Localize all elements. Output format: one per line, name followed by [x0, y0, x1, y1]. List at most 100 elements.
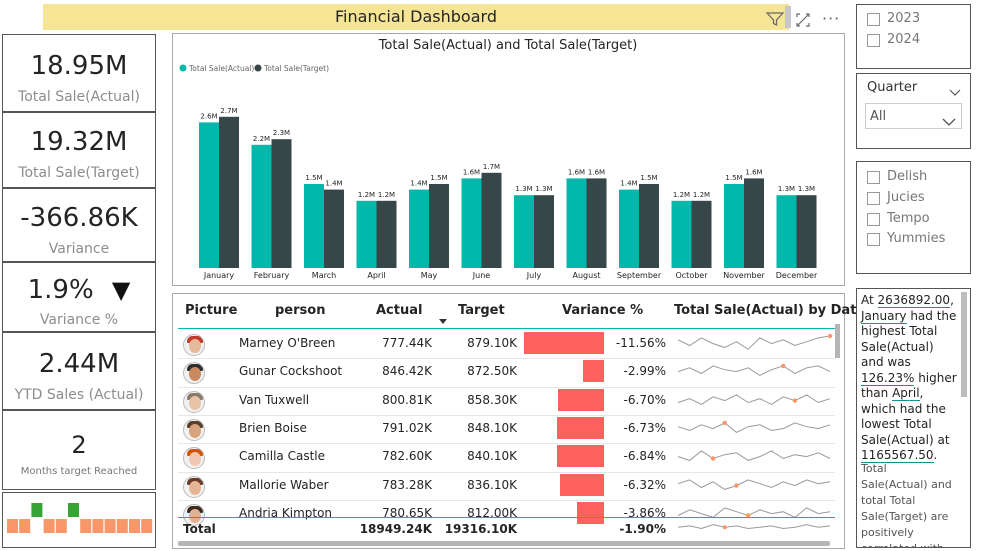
- avatar: [183, 418, 205, 441]
- bar[interactable]: [776, 195, 797, 268]
- bar[interactable]: [304, 184, 324, 268]
- column-header-actual[interactable]: Actual: [376, 303, 423, 318]
- bar[interactable]: [566, 178, 587, 268]
- year-checkbox[interactable]: [867, 34, 880, 47]
- column-header-sparkline[interactable]: Total Sale(Actual) by Date: [674, 303, 866, 318]
- table-horizontal-scrollbar[interactable]: [178, 541, 830, 546]
- avatar: [183, 390, 205, 413]
- bar[interactable]: [534, 195, 554, 268]
- brand-slicer: Delish Jucies Tempo Yummies: [856, 161, 971, 274]
- brand-option-label[interactable]: Yummies: [887, 231, 946, 246]
- brand-checkbox[interactable]: [867, 233, 880, 246]
- narrative-scrollbar[interactable]: [961, 292, 967, 397]
- data-label: 1.5M: [305, 174, 322, 182]
- variance-value: -11.56%: [615, 336, 666, 350]
- data-label: 1.3M: [778, 185, 795, 193]
- bar[interactable]: [271, 139, 292, 268]
- table-vertical-scrollbar[interactable]: [835, 324, 840, 358]
- chart-title: Total Sale(Actual) and Total Sale(Target…: [378, 38, 638, 53]
- bar[interactable]: [409, 189, 429, 268]
- data-label: 1.6M: [588, 168, 605, 176]
- column-header-person[interactable]: person: [275, 303, 326, 318]
- column-header-target[interactable]: Target: [458, 303, 505, 318]
- filter-icon[interactable]: [765, 10, 785, 28]
- row-divider: [178, 358, 835, 360]
- brand-checkbox[interactable]: [867, 213, 880, 226]
- bar[interactable]: [429, 184, 449, 268]
- collapse-chevron-icon[interactable]: [949, 82, 961, 101]
- bar[interactable]: [796, 195, 817, 268]
- bar[interactable]: [514, 195, 534, 268]
- month-target-cell: [80, 519, 92, 533]
- brand-option-label[interactable]: Delish: [887, 169, 928, 184]
- variance-value: -6.84%: [623, 449, 666, 464]
- kpi-label: Variance: [48, 241, 110, 257]
- data-label: 1.4M: [410, 180, 427, 188]
- quarter-dropdown[interactable]: All: [865, 103, 962, 129]
- brand-option-label[interactable]: Tempo: [887, 211, 930, 226]
- year-checkbox[interactable]: [867, 13, 880, 26]
- bar[interactable]: [619, 189, 639, 268]
- bar[interactable]: [219, 116, 239, 268]
- sort-descending-icon[interactable]: [439, 319, 447, 324]
- x-tick-label: May: [421, 271, 438, 280]
- bar[interactable]: [671, 200, 692, 268]
- column-header-picture[interactable]: Picture: [185, 303, 238, 318]
- more-options-icon[interactable]: ···: [822, 9, 841, 28]
- avatar: [183, 447, 205, 470]
- narrative-value: April: [892, 386, 920, 401]
- narrative-value: 1165567.50: [861, 448, 934, 463]
- bar[interactable]: [744, 178, 764, 268]
- variance-bar: [577, 501, 604, 524]
- sparkline: [677, 507, 831, 518]
- month-target-cell: [104, 519, 116, 533]
- bar[interactable]: [356, 200, 377, 268]
- narrative-paragraph-2: Total Sale(Actual) and total Total Sale(…: [861, 462, 952, 547]
- bar[interactable]: [251, 144, 272, 268]
- sparkline: [677, 363, 831, 377]
- bar[interactable]: [481, 172, 502, 268]
- column-header-variance[interactable]: Variance %: [562, 303, 644, 318]
- kpi-card-months-reached: 2 Months target Reached: [2, 410, 156, 490]
- x-tick-label: March: [312, 271, 336, 280]
- sparkline: [677, 450, 831, 462]
- x-tick-label: February: [254, 271, 290, 280]
- month-target-cell: [129, 519, 140, 533]
- sparkline: [677, 420, 831, 433]
- year-option-label[interactable]: 2024: [887, 32, 921, 47]
- brand-option-label[interactable]: Jucies: [887, 190, 925, 205]
- actual-value: 780.65K: [382, 505, 432, 520]
- bar[interactable]: [586, 178, 607, 268]
- legend-marker: [179, 64, 187, 72]
- bar[interactable]: [376, 200, 397, 268]
- total-sparkline: [677, 524, 831, 530]
- total-actual: 18949.24K: [359, 522, 432, 536]
- brand-checkbox[interactable]: [867, 171, 880, 184]
- bar[interactable]: [324, 189, 344, 268]
- sparkline-path: [677, 507, 831, 518]
- brand-checkbox[interactable]: [867, 192, 880, 205]
- month-target-cell: [19, 519, 31, 533]
- x-tick-label: September: [617, 271, 662, 280]
- x-tick-label: December: [776, 271, 818, 280]
- bar[interactable]: [724, 184, 744, 268]
- data-label: 1.6M: [568, 168, 585, 176]
- bar[interactable]: [199, 122, 219, 269]
- target-value: 812.00K: [467, 505, 517, 520]
- bar[interactable]: [461, 178, 482, 268]
- data-label: 1.5M: [725, 174, 742, 182]
- focus-mode-icon[interactable]: [795, 12, 811, 28]
- x-tick-label: January: [203, 271, 235, 280]
- row-divider: [178, 414, 835, 416]
- scroll-handle[interactable]: [785, 6, 791, 28]
- total-target: 19316.10K: [444, 522, 517, 536]
- year-option-label[interactable]: 2023: [887, 11, 921, 26]
- row-divider: [178, 386, 835, 388]
- kpi-value: 1.9%: [27, 275, 94, 305]
- bar[interactable]: [639, 184, 659, 268]
- data-label: 1.3M: [535, 185, 552, 193]
- bar[interactable]: [691, 200, 712, 268]
- narrative-paragraph-1: At 2636892.00, January had the highest T…: [861, 293, 957, 463]
- variance-value: -6.32%: [623, 477, 666, 492]
- data-label: 2.2M: [253, 135, 270, 143]
